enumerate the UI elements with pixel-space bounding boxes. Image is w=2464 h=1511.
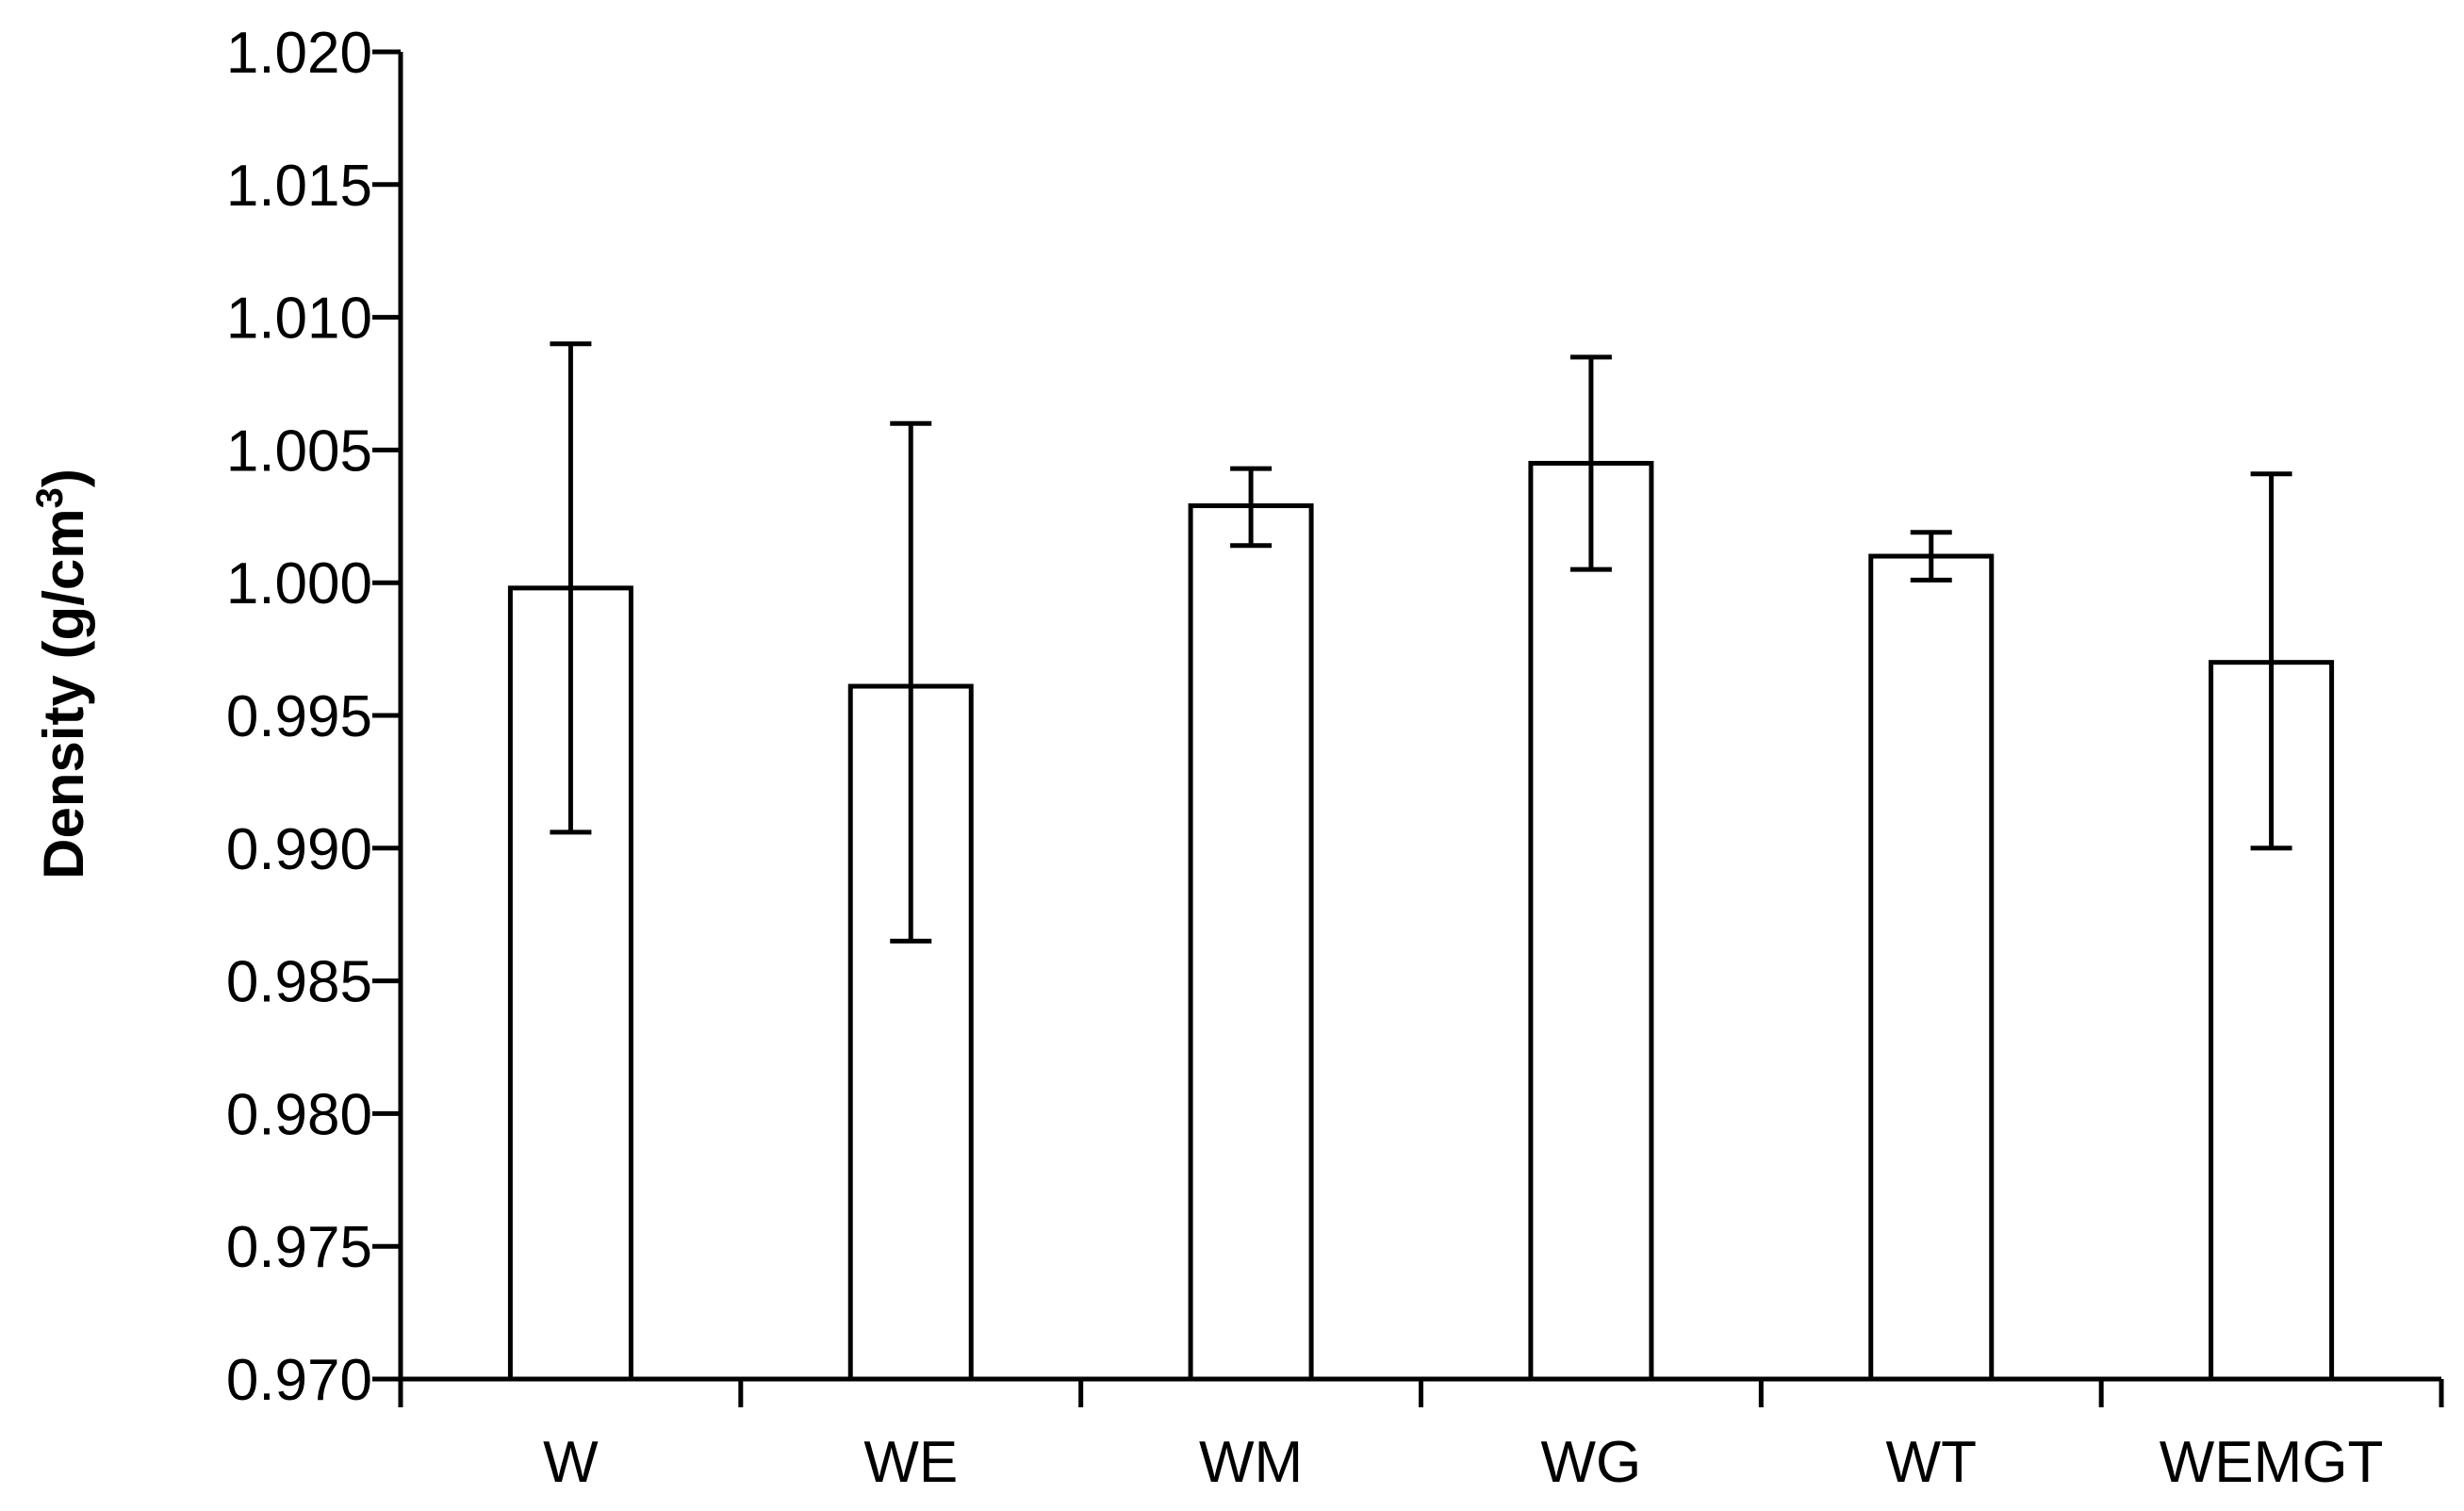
x-category-label: W <box>543 1430 599 1495</box>
error-bar-wg <box>1569 354 1612 572</box>
y-tick-label: 0.975 <box>226 1215 372 1280</box>
y-tick-label: 1.020 <box>226 21 372 86</box>
y-tick-label: 1.010 <box>226 287 372 352</box>
bar-wm <box>1188 503 1314 1382</box>
y-axis-title-main: Density (g/cm <box>32 508 95 879</box>
y-axis-title-close: ) <box>32 468 95 487</box>
y-tick-label: 1.015 <box>226 154 372 219</box>
error-bar-w <box>550 341 592 835</box>
x-axis-labels: W WE WM WG WT WEMGT <box>398 1379 2444 1495</box>
y-tick-label: 1.005 <box>226 419 372 484</box>
y-axis-ticks: 0.970 0.975 0.980 0.985 0.990 0.995 1.000 1.005… <box>226 21 401 1413</box>
x-category-label: WG <box>1541 1430 1642 1495</box>
bar-wg <box>1528 460 1654 1382</box>
error-bars <box>550 341 2292 944</box>
error-bar-wm <box>1230 466 1273 549</box>
y-tick-label: 0.990 <box>226 817 372 882</box>
y-tick-label: 0.980 <box>226 1082 372 1147</box>
error-bar-we <box>890 420 932 944</box>
x-category-label: WM <box>1199 1430 1303 1495</box>
y-axis-title-superscript: 3 <box>29 487 71 508</box>
y-tick-label: 0.995 <box>226 684 372 749</box>
y-axis-title: Density (g/cm3) <box>29 468 95 879</box>
error-bar-wemgt <box>2250 471 2292 851</box>
y-tick-label: 1.000 <box>226 551 372 616</box>
y-tick-label: 0.985 <box>226 950 372 1015</box>
error-bar-wt <box>1910 530 1952 583</box>
x-category-label: WT <box>1886 1430 1977 1495</box>
x-category-label: WEMGT <box>2160 1430 2384 1495</box>
bar-w <box>507 585 633 1382</box>
bar-we <box>847 683 974 1382</box>
bars <box>507 460 2335 1382</box>
x-category-label: WE <box>863 1430 958 1495</box>
y-tick-label: 0.970 <box>226 1348 372 1413</box>
axes <box>398 52 2441 1382</box>
bar-wt <box>1868 553 1995 1382</box>
